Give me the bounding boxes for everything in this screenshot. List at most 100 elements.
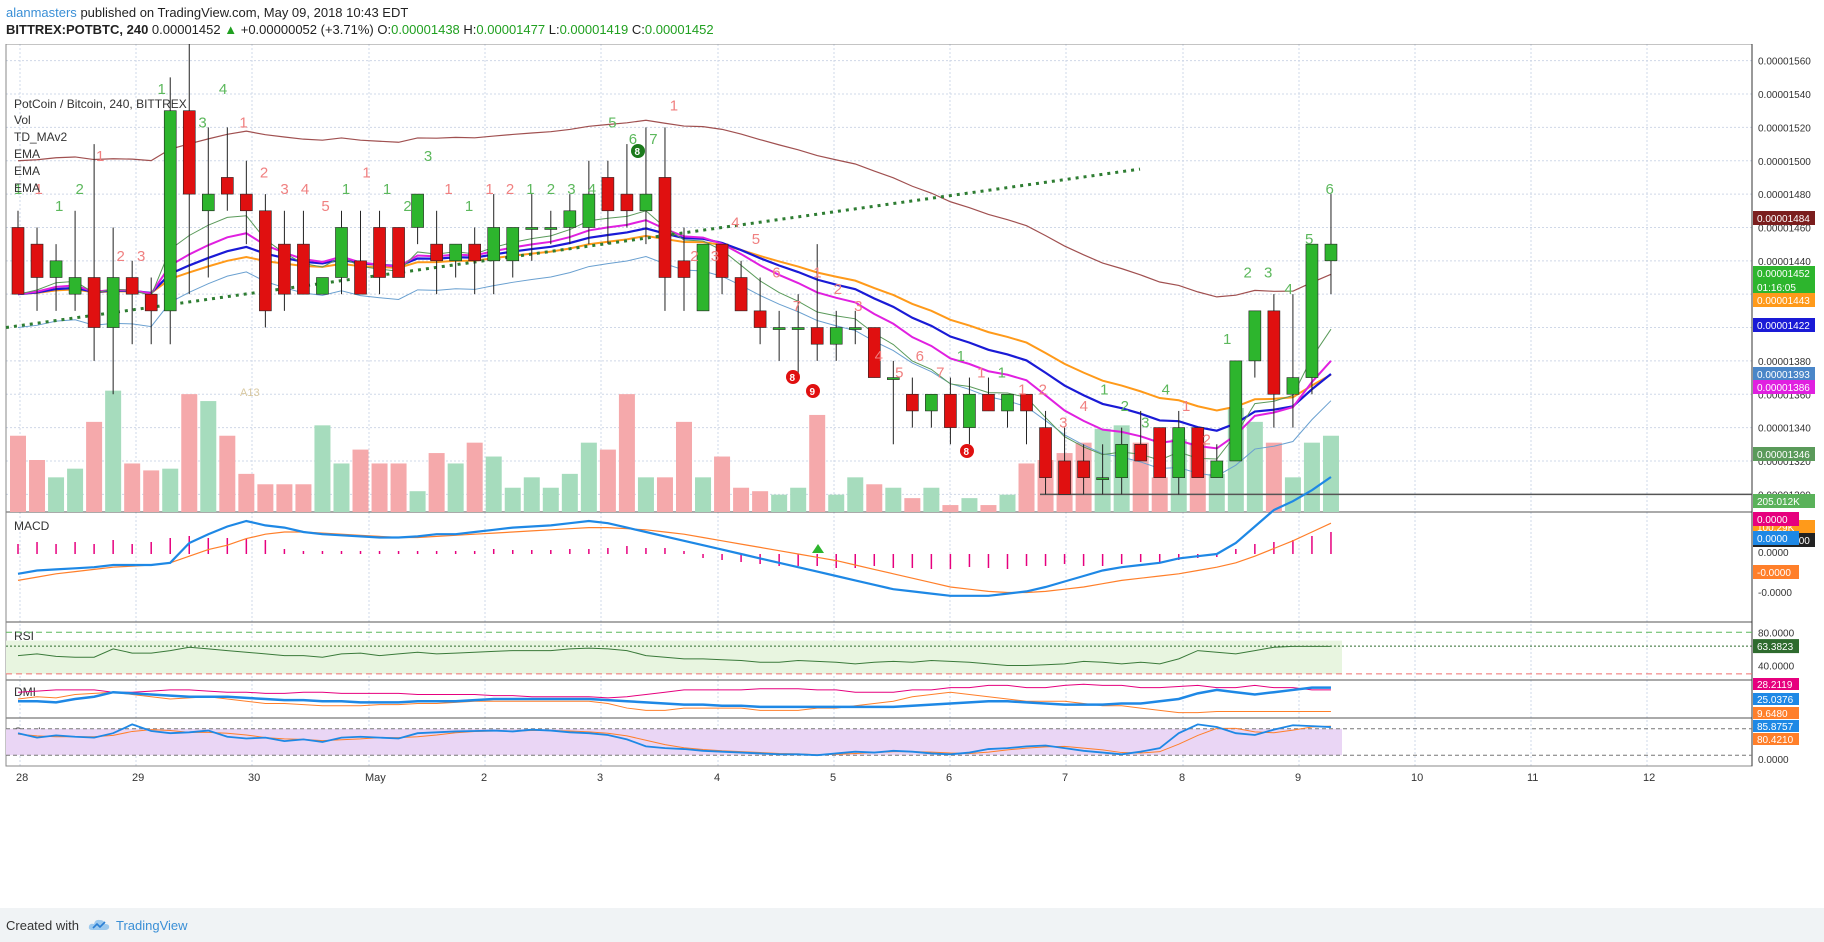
- td-count-label: 3: [854, 298, 862, 315]
- td-count-label: 3: [711, 248, 719, 265]
- td-count-label: 1: [157, 81, 165, 98]
- y-tick-label: 0.00001380: [1758, 357, 1811, 368]
- volume-bar: [257, 484, 274, 512]
- setup-8-marker: [786, 370, 800, 384]
- volume-bar: [314, 425, 331, 512]
- candle-body: [201, 193, 215, 212]
- price-tag: [1753, 280, 1815, 294]
- macd-tag-label: 0.0000: [1757, 515, 1788, 526]
- setup-9-marker-label: 9: [810, 387, 816, 398]
- candle-body: [944, 393, 957, 428]
- candle-body: [582, 193, 596, 228]
- price-tag: [1753, 266, 1815, 280]
- td-count-label: 1: [977, 365, 985, 382]
- candle-body: [982, 393, 995, 412]
- candle-body: [392, 227, 405, 278]
- x-tick-label: May: [365, 772, 386, 784]
- td-count-label: 1: [444, 181, 452, 198]
- volume-bar: [276, 484, 293, 512]
- volume-bar: [980, 505, 997, 512]
- candle-body: [772, 327, 786, 330]
- candle-body: [1153, 427, 1167, 478]
- td-count-label: 1: [1182, 398, 1190, 415]
- y-tick-label: 0.00001480: [1758, 190, 1811, 201]
- macd-signal-line: [17, 522, 1332, 594]
- volume-bar: [333, 463, 350, 512]
- dmi-tag-label: 28.2119: [1757, 680, 1793, 691]
- volume-bar: [942, 505, 959, 512]
- y-tick-label: 0.00001440: [1758, 257, 1811, 268]
- volume-bar: [618, 394, 635, 512]
- td-count-label: 4: [1080, 398, 1088, 415]
- volume-bar: [352, 449, 369, 512]
- candle-body: [696, 243, 710, 312]
- footer: Created with TradingView: [0, 908, 1824, 942]
- volume-bar: [656, 477, 673, 512]
- volume-bar: [200, 401, 217, 512]
- candle-body: [373, 227, 386, 278]
- y-tick-label: 0.00001560: [1758, 57, 1811, 68]
- candle-body: [925, 393, 938, 412]
- tradingview-link[interactable]: TradingView: [116, 918, 188, 933]
- td-count-label: 1: [998, 365, 1006, 382]
- candle-body: [1286, 377, 1300, 395]
- volume-bar: [676, 421, 692, 512]
- volume-bar: [1018, 463, 1035, 512]
- chart-area[interactable]: 1112123123412345111231112123456712345671…: [0, 31, 1824, 906]
- td-count-label: 3: [1059, 415, 1067, 432]
- x-tick-label: 28: [16, 772, 28, 784]
- candle-body: [335, 227, 348, 278]
- created-with-text: Created with: [6, 918, 79, 933]
- td-count-label: 2: [260, 164, 268, 181]
- volume-bar: [86, 421, 103, 512]
- volume-bar: [447, 463, 464, 512]
- td-count-label: 3: [1141, 415, 1149, 432]
- rsi-line: [17, 645, 1331, 667]
- y-tick-label: 0.00001540: [1758, 90, 1811, 101]
- dmi-tag-label: 9.6480: [1757, 709, 1788, 720]
- author-link[interactable]: alanmasters: [6, 5, 77, 20]
- volume-bar: [105, 390, 122, 512]
- legend-item: EMA: [14, 181, 40, 195]
- volume-bar: [504, 487, 521, 512]
- candle-body: [1001, 393, 1014, 412]
- td-count-label: 7: [793, 298, 801, 315]
- candle-body: [87, 277, 101, 328]
- candle-body: [1020, 393, 1033, 412]
- candle-body: [1248, 310, 1262, 362]
- price-tag-label: 0.00001452: [1757, 269, 1810, 280]
- candle-body: [601, 177, 615, 212]
- legend-item: Vol: [14, 113, 31, 127]
- td-count-label: 2: [834, 281, 842, 298]
- x-tick-label: 4: [714, 772, 720, 784]
- macd-tag-label: 0.0000: [1757, 534, 1788, 545]
- td-count-label: 7: [936, 365, 944, 382]
- volume-bar: [1208, 473, 1225, 512]
- td-count-label: 1: [362, 164, 370, 181]
- candle-body: [1077, 460, 1090, 478]
- candle-body: [848, 327, 862, 330]
- volume-bar: [847, 477, 864, 512]
- td-count-label: 1: [670, 98, 678, 115]
- y-tick-label: 0.00001340: [1758, 424, 1811, 435]
- td-count-label: 1: [1100, 381, 1108, 398]
- volume-bar: [752, 491, 769, 512]
- volume-bar: [790, 487, 807, 512]
- last-price: 0.00001452: [151, 22, 221, 37]
- candle-body: [125, 277, 139, 295]
- volume-bar: [48, 477, 65, 512]
- price-tag-label: 0.00001386: [1757, 383, 1810, 394]
- dmi-tag: [1753, 693, 1799, 705]
- td-count-label: 6: [772, 265, 780, 282]
- td-count-label: 3: [198, 114, 206, 131]
- price-tag: [1753, 380, 1815, 394]
- td-count-label: 7: [649, 131, 657, 148]
- candle-body: [658, 177, 672, 278]
- price-chart[interactable]: 1112123123412345111231112123456712345671…: [0, 31, 1824, 906]
- tradingview-cloud-icon: [88, 919, 110, 930]
- td-count-label: 1: [96, 148, 104, 165]
- volume-bar: [162, 468, 179, 512]
- volume-bar: [637, 477, 654, 512]
- legend-item: EMA: [14, 147, 40, 161]
- td-count-label: 3: [280, 181, 288, 198]
